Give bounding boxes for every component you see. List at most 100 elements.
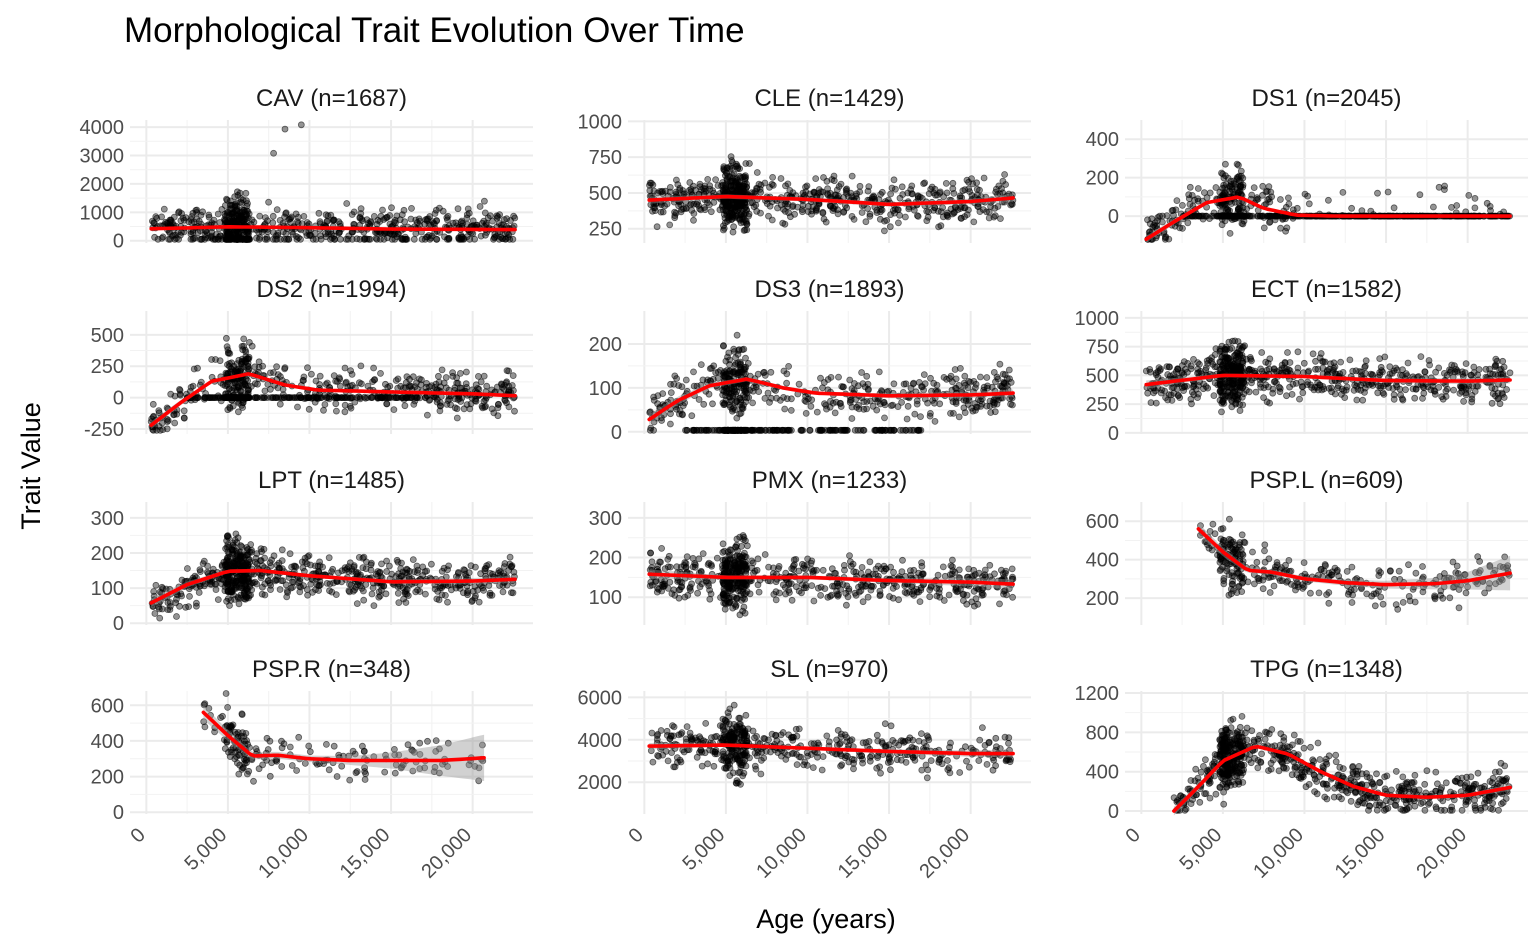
data-point — [928, 183, 936, 191]
data-point — [761, 394, 769, 402]
data-point — [245, 394, 253, 402]
data-point — [244, 355, 252, 363]
data-point — [412, 230, 420, 237]
data-point — [388, 204, 395, 212]
data-point — [1251, 367, 1259, 375]
data-point — [443, 216, 451, 224]
data-point — [1492, 355, 1500, 363]
data-point — [294, 403, 301, 411]
data-point — [449, 369, 457, 377]
data-point — [163, 425, 171, 433]
data-point — [453, 379, 461, 387]
data-point — [988, 383, 996, 391]
data-point — [439, 207, 447, 215]
data-point — [278, 546, 286, 554]
data-point — [415, 375, 423, 383]
data-point — [780, 367, 788, 375]
data-point — [1353, 396, 1361, 404]
data-point — [931, 417, 939, 425]
data-point — [289, 230, 297, 238]
y-tick-label: 200 — [589, 334, 622, 356]
data-point — [850, 215, 858, 223]
data-point — [904, 189, 912, 197]
data-point — [722, 392, 729, 400]
data-point — [273, 206, 281, 214]
data-point — [1317, 350, 1325, 357]
data-point — [840, 208, 848, 215]
data-point — [453, 414, 461, 422]
data-point — [244, 382, 252, 390]
data-point — [434, 372, 442, 380]
data-point — [653, 223, 661, 231]
data-point — [393, 212, 401, 220]
data-point — [503, 367, 511, 375]
data-point — [768, 180, 776, 188]
data-point — [1164, 371, 1172, 378]
y-tick-label: 0 — [611, 422, 622, 444]
data-point — [1292, 379, 1300, 387]
data-point — [1266, 355, 1274, 363]
data-point — [256, 212, 264, 220]
data-point — [690, 216, 697, 224]
data-point — [231, 379, 239, 387]
data-point — [985, 214, 993, 222]
data-point — [1186, 183, 1194, 191]
data-point — [1341, 394, 1349, 402]
data-point — [444, 598, 451, 606]
data-point — [1269, 385, 1277, 393]
data-point — [453, 405, 461, 413]
data-point — [237, 195, 245, 202]
data-point — [232, 206, 240, 214]
data-point — [853, 190, 860, 198]
data-point — [1294, 368, 1301, 376]
data-point — [895, 219, 902, 227]
data-point — [757, 188, 764, 196]
data-point — [332, 394, 340, 402]
data-point — [1435, 383, 1443, 391]
data-point — [383, 394, 391, 402]
data-point — [458, 217, 466, 225]
data-point — [251, 394, 259, 402]
data-point — [1311, 383, 1319, 391]
data-point — [659, 187, 666, 195]
data-point — [838, 383, 846, 390]
data-point — [317, 232, 325, 240]
data-point — [1462, 360, 1470, 368]
data-point — [682, 376, 690, 384]
data-point — [1225, 338, 1233, 346]
y-tick-label: 200 — [91, 543, 124, 565]
data-point — [1195, 369, 1203, 377]
data-point — [240, 206, 248, 214]
data-point — [819, 384, 826, 392]
data-point — [690, 426, 697, 434]
data-point — [757, 426, 765, 434]
data-point — [786, 426, 793, 434]
data-point — [779, 219, 787, 227]
data-point — [724, 353, 731, 361]
data-point — [802, 398, 810, 406]
data-point — [940, 193, 947, 201]
data-point — [700, 184, 707, 192]
data-point — [963, 211, 971, 219]
data-point — [1173, 197, 1181, 205]
data-point — [970, 218, 978, 226]
data-point — [877, 208, 884, 216]
data-point — [1165, 235, 1173, 243]
data-point — [1471, 204, 1479, 212]
outlier-point — [270, 149, 277, 157]
data-point — [1005, 366, 1013, 374]
data-point — [728, 385, 736, 393]
data-point — [218, 205, 226, 213]
data-point — [509, 372, 517, 380]
data-point — [957, 214, 965, 222]
data-point — [341, 394, 349, 402]
data-point — [1230, 180, 1238, 188]
data-point — [949, 378, 956, 386]
data-point — [258, 228, 266, 236]
y-tick-label: 200 — [1086, 168, 1119, 190]
data-point — [1190, 391, 1198, 399]
data-point — [482, 402, 490, 410]
data-point — [408, 204, 415, 212]
facet-strip-label: ECT (n=1582) — [1251, 276, 1402, 303]
data-point — [1234, 390, 1242, 398]
